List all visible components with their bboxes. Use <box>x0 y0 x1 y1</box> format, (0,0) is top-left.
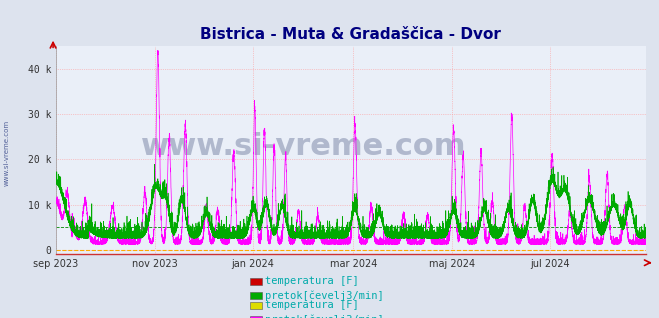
Text: www.si-vreme.com: www.si-vreme.com <box>3 120 10 186</box>
Text: pretok[čevelj3/min]: pretok[čevelj3/min] <box>265 314 384 318</box>
Text: temperatura [F]: temperatura [F] <box>265 276 358 287</box>
Text: www.si-vreme.com: www.si-vreme.com <box>141 132 467 161</box>
Title: Bistrica - Muta & Gradaščica - Dvor: Bistrica - Muta & Gradaščica - Dvor <box>200 27 501 42</box>
Text: pretok[čevelj3/min]: pretok[čevelj3/min] <box>265 290 384 301</box>
Text: temperatura [F]: temperatura [F] <box>265 300 358 310</box>
